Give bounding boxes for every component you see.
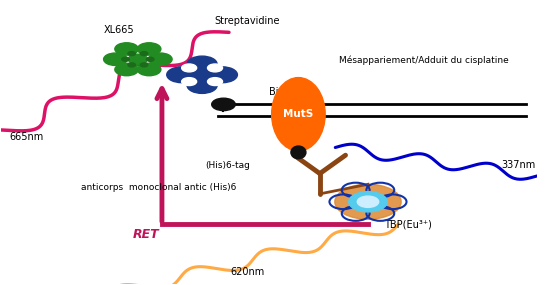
- Circle shape: [207, 78, 223, 86]
- Text: 620nm: 620nm: [230, 267, 265, 277]
- Circle shape: [207, 64, 223, 72]
- Text: (His)6-tag: (His)6-tag: [205, 160, 250, 170]
- Circle shape: [335, 184, 401, 219]
- Circle shape: [103, 53, 127, 66]
- Text: MutS: MutS: [283, 109, 313, 119]
- Text: anticorps  monoclonal antic (His)6: anticorps monoclonal antic (His)6: [81, 183, 237, 192]
- Text: 665nm: 665nm: [9, 132, 43, 142]
- Circle shape: [128, 52, 135, 56]
- Circle shape: [115, 43, 139, 55]
- Circle shape: [358, 196, 379, 207]
- Circle shape: [349, 192, 387, 212]
- Circle shape: [146, 57, 154, 61]
- Circle shape: [138, 63, 161, 76]
- Text: Streptavidine: Streptavidine: [215, 16, 280, 26]
- Circle shape: [138, 43, 161, 55]
- Circle shape: [115, 63, 139, 76]
- Circle shape: [212, 98, 235, 111]
- Text: 337nm: 337nm: [502, 160, 536, 170]
- Text: XL665: XL665: [104, 25, 134, 34]
- Ellipse shape: [291, 146, 306, 159]
- Ellipse shape: [272, 78, 325, 151]
- Circle shape: [140, 52, 148, 56]
- Circle shape: [148, 53, 172, 66]
- Circle shape: [128, 63, 135, 67]
- Circle shape: [207, 67, 238, 83]
- Circle shape: [122, 57, 129, 61]
- Text: TBP(Eu³⁺): TBP(Eu³⁺): [384, 219, 432, 229]
- Circle shape: [182, 64, 197, 72]
- Circle shape: [167, 67, 197, 83]
- Circle shape: [187, 67, 217, 83]
- Circle shape: [140, 63, 148, 67]
- Circle shape: [187, 78, 217, 93]
- Text: Mésappariement/Adduit du cisplatine: Mésappariement/Adduit du cisplatine: [339, 56, 508, 65]
- Text: RET: RET: [133, 228, 159, 241]
- Circle shape: [182, 78, 197, 86]
- Text: Biotine: Biotine: [269, 87, 303, 97]
- Circle shape: [187, 56, 217, 72]
- Circle shape: [128, 54, 147, 64]
